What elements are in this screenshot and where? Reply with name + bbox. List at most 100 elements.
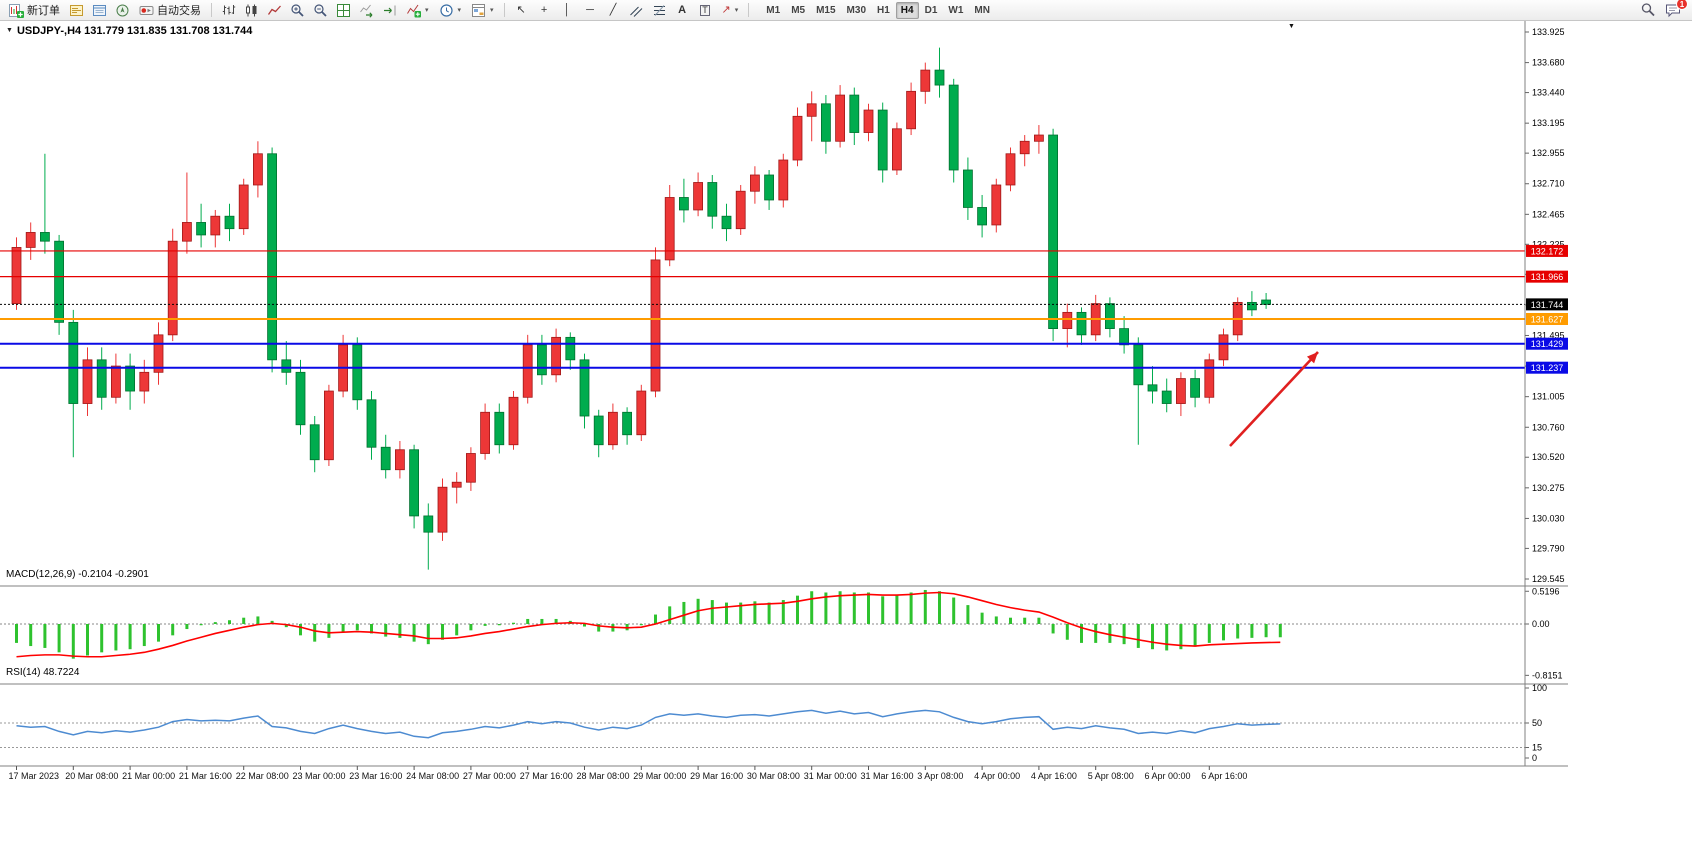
notification-badge[interactable]: 1 xyxy=(1676,0,1688,10)
search-button[interactable] xyxy=(1637,1,1658,19)
crosshair-icon: + xyxy=(540,3,548,16)
text-tool-button[interactable]: A xyxy=(672,1,693,19)
trendline-tool-button[interactable]: ╱ xyxy=(603,1,624,19)
timeframe-button-h4[interactable]: H4 xyxy=(895,1,919,19)
arrows-tool-button[interactable]: ↗ ▾ xyxy=(718,1,743,19)
timeframe-button-m30[interactable]: M30 xyxy=(842,2,871,19)
arrows-tool-icon: ↗ xyxy=(721,3,731,16)
horizontal-line-tool-button[interactable]: ─ xyxy=(580,1,601,19)
svg-text:133.925: 133.925 xyxy=(1532,27,1565,37)
data-window-icon xyxy=(93,4,106,16)
candlestick-chart-button[interactable] xyxy=(241,1,262,19)
navigator-icon xyxy=(116,4,129,16)
chart-shift-button[interactable] xyxy=(379,1,400,19)
timeframe-button-m5[interactable]: M5 xyxy=(786,2,810,19)
fibonacci-tool-button[interactable] xyxy=(649,1,670,19)
cursor-tool-button[interactable]: ↖ xyxy=(511,1,532,19)
toolbar-right-group: 1 xyxy=(1637,0,1688,19)
chart-shift-icon xyxy=(384,5,396,15)
svg-text:27 Mar 00:00: 27 Mar 00:00 xyxy=(463,771,516,781)
toolbar: 新订单 自动交易 xyxy=(0,0,1692,21)
dropdown-icon: ▾ xyxy=(734,7,739,14)
tile-windows-button[interactable] xyxy=(333,1,354,19)
svg-text:15: 15 xyxy=(1532,743,1542,753)
bar-chart-button[interactable] xyxy=(218,1,239,19)
svg-text:132.225: 132.225 xyxy=(1532,239,1565,249)
tile-windows-icon xyxy=(337,3,350,17)
svg-text:3 Apr 08:00: 3 Apr 08:00 xyxy=(917,771,963,781)
rsi-pane: 100 50 150 xyxy=(0,683,1568,763)
collapse-icon[interactable]: ▼ xyxy=(6,27,13,34)
periods-button[interactable]: ▾ xyxy=(435,1,466,19)
svg-text:17 Mar 2023: 17 Mar 2023 xyxy=(9,771,60,781)
text-label-tool-button[interactable]: T xyxy=(695,1,716,19)
svg-text:132.172: 132.172 xyxy=(1531,246,1564,256)
svg-text:22 Mar 08:00: 22 Mar 08:00 xyxy=(236,771,289,781)
svg-text:132.955: 132.955 xyxy=(1532,148,1565,158)
svg-text:31 Mar 00:00: 31 Mar 00:00 xyxy=(804,771,857,781)
svg-text:23 Mar 16:00: 23 Mar 16:00 xyxy=(349,771,402,781)
templates-button[interactable]: ▾ xyxy=(467,1,498,19)
trend-arrow xyxy=(1229,351,1319,447)
rsi-indicator-label: RSI(14) 48.7224 xyxy=(6,667,80,678)
data-window-button[interactable] xyxy=(89,1,110,19)
channel-tool-button[interactable] xyxy=(626,1,647,19)
zoom-out-icon xyxy=(314,3,327,17)
svg-text:21 Mar 00:00: 21 Mar 00:00 xyxy=(122,771,175,781)
chart-canvas[interactable]: 0.51960.00-0.815110050150133.925133.6801… xyxy=(0,21,1568,785)
macd-pane: 0.5196 0.00 -0.8151 xyxy=(0,585,1568,680)
timeframe-button-m1[interactable]: M1 xyxy=(761,2,785,19)
timeframe-button-mn[interactable]: MN xyxy=(969,2,995,19)
macd-signal-line xyxy=(16,591,1281,658)
svg-text:131.429: 131.429 xyxy=(1531,339,1564,349)
timeframe-button-h1[interactable]: H1 xyxy=(872,2,895,19)
svg-text:133.195: 133.195 xyxy=(1532,118,1565,128)
vertical-line-tool-button[interactable]: │ xyxy=(557,1,578,19)
svg-text:131.237: 131.237 xyxy=(1531,363,1564,373)
timeframe-button-w1[interactable]: W1 xyxy=(943,2,968,19)
rsi-line xyxy=(16,709,1281,739)
crosshair-tool-button[interactable]: + xyxy=(534,1,555,19)
vertical-line-icon: │ xyxy=(563,3,571,16)
auto-scroll-button[interactable] xyxy=(356,1,377,19)
svg-text:28 Mar 08:00: 28 Mar 08:00 xyxy=(577,771,630,781)
svg-text:131.627: 131.627 xyxy=(1531,314,1564,324)
svg-text:31 Mar 16:00: 31 Mar 16:00 xyxy=(861,771,914,781)
svg-text:27 Mar 16:00: 27 Mar 16:00 xyxy=(520,771,573,781)
zoom-in-icon xyxy=(291,3,304,17)
timeframe-button-d1[interactable]: D1 xyxy=(920,2,943,19)
svg-text:130.275: 130.275 xyxy=(1532,483,1565,493)
chart-scroll-marker-icon[interactable]: ▼ xyxy=(1288,23,1295,30)
macd-indicator-label: MACD(12,26,9) -0.2104 -0.2901 xyxy=(6,569,149,580)
svg-text:131.744: 131.744 xyxy=(1531,300,1564,310)
text-label-icon: T xyxy=(700,4,710,16)
market-watch-button[interactable] xyxy=(66,1,87,19)
chart-window: 0.5196 0.00 -0.8151 100 50 15 0 133.925 133.680 1… xyxy=(0,21,1568,785)
trendline-icon: ╱ xyxy=(609,3,617,16)
dropdown-icon: ▾ xyxy=(457,7,462,14)
navigator-button[interactable] xyxy=(112,1,133,19)
zoom-out-button[interactable] xyxy=(310,1,331,19)
timeframe-button-m15[interactable]: M15 xyxy=(811,2,840,19)
svg-text:29 Mar 16:00: 29 Mar 16:00 xyxy=(690,771,743,781)
auto-trading-button[interactable]: 自动交易 xyxy=(135,1,205,19)
price-pane xyxy=(0,47,1525,570)
chart-title: ▼ USDJPY-,H4 131.779 131.835 131.708 131.… xyxy=(6,25,252,37)
auto-scroll-icon xyxy=(360,4,373,18)
new-order-button[interactable]: 新订单 xyxy=(5,1,64,19)
line-chart-button[interactable] xyxy=(264,1,285,19)
time-scale[interactable]: 17 Mar 2023 20 Mar 08:00 21 Mar 00:00 21 Ma… xyxy=(0,765,1568,781)
indicators-button[interactable]: ▾ xyxy=(402,1,433,19)
svg-text:133.440: 133.440 xyxy=(1532,88,1565,98)
svg-text:-0.8151: -0.8151 xyxy=(1532,670,1563,680)
svg-text:130.520: 130.520 xyxy=(1532,452,1565,462)
price-scale[interactable]: 133.925 133.680 133.440 133.195 132.955 132.7… xyxy=(1524,21,1568,766)
templates-icon xyxy=(472,3,486,17)
svg-text:0: 0 xyxy=(1532,753,1537,763)
svg-text:131.005: 131.005 xyxy=(1532,392,1565,402)
channel-icon xyxy=(629,6,642,17)
price-label-box xyxy=(1526,312,1568,325)
candlestick-chart-icon xyxy=(246,4,257,16)
zoom-in-button[interactable] xyxy=(287,1,308,19)
price-label-box xyxy=(1526,270,1568,283)
